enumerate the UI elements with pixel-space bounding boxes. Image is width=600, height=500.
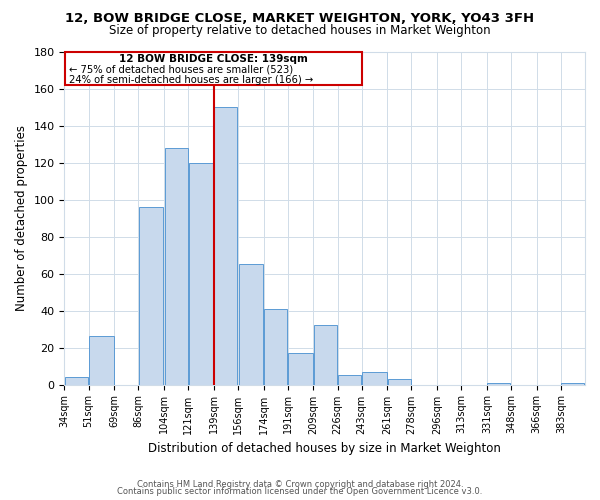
FancyBboxPatch shape: [65, 52, 362, 85]
Bar: [288, 353, 313, 384]
Text: Contains public sector information licensed under the Open Government Licence v3: Contains public sector information licen…: [118, 487, 482, 496]
Bar: [362, 372, 387, 384]
Bar: [189, 162, 213, 384]
Text: Contains HM Land Registry data © Crown copyright and database right 2024.: Contains HM Land Registry data © Crown c…: [137, 480, 463, 489]
Text: ← 75% of detached houses are smaller (523): ← 75% of detached houses are smaller (52…: [70, 64, 293, 74]
Bar: [139, 207, 163, 384]
Text: 12 BOW BRIDGE CLOSE: 139sqm: 12 BOW BRIDGE CLOSE: 139sqm: [119, 54, 308, 64]
Bar: [164, 148, 188, 384]
Text: 24% of semi-detached houses are larger (166) →: 24% of semi-detached houses are larger (…: [70, 74, 314, 85]
X-axis label: Distribution of detached houses by size in Market Weighton: Distribution of detached houses by size …: [148, 442, 501, 455]
Bar: [264, 308, 287, 384]
Text: 12, BOW BRIDGE CLOSE, MARKET WEIGHTON, YORK, YO43 3FH: 12, BOW BRIDGE CLOSE, MARKET WEIGHTON, Y…: [65, 12, 535, 26]
Bar: [562, 382, 584, 384]
Bar: [214, 107, 238, 384]
Y-axis label: Number of detached properties: Number of detached properties: [15, 125, 28, 311]
Text: Size of property relative to detached houses in Market Weighton: Size of property relative to detached ho…: [109, 24, 491, 37]
Bar: [65, 377, 88, 384]
Bar: [89, 336, 113, 384]
Bar: [388, 379, 411, 384]
Bar: [314, 326, 337, 384]
Bar: [239, 264, 263, 384]
Bar: [338, 376, 361, 384]
Bar: [487, 382, 511, 384]
